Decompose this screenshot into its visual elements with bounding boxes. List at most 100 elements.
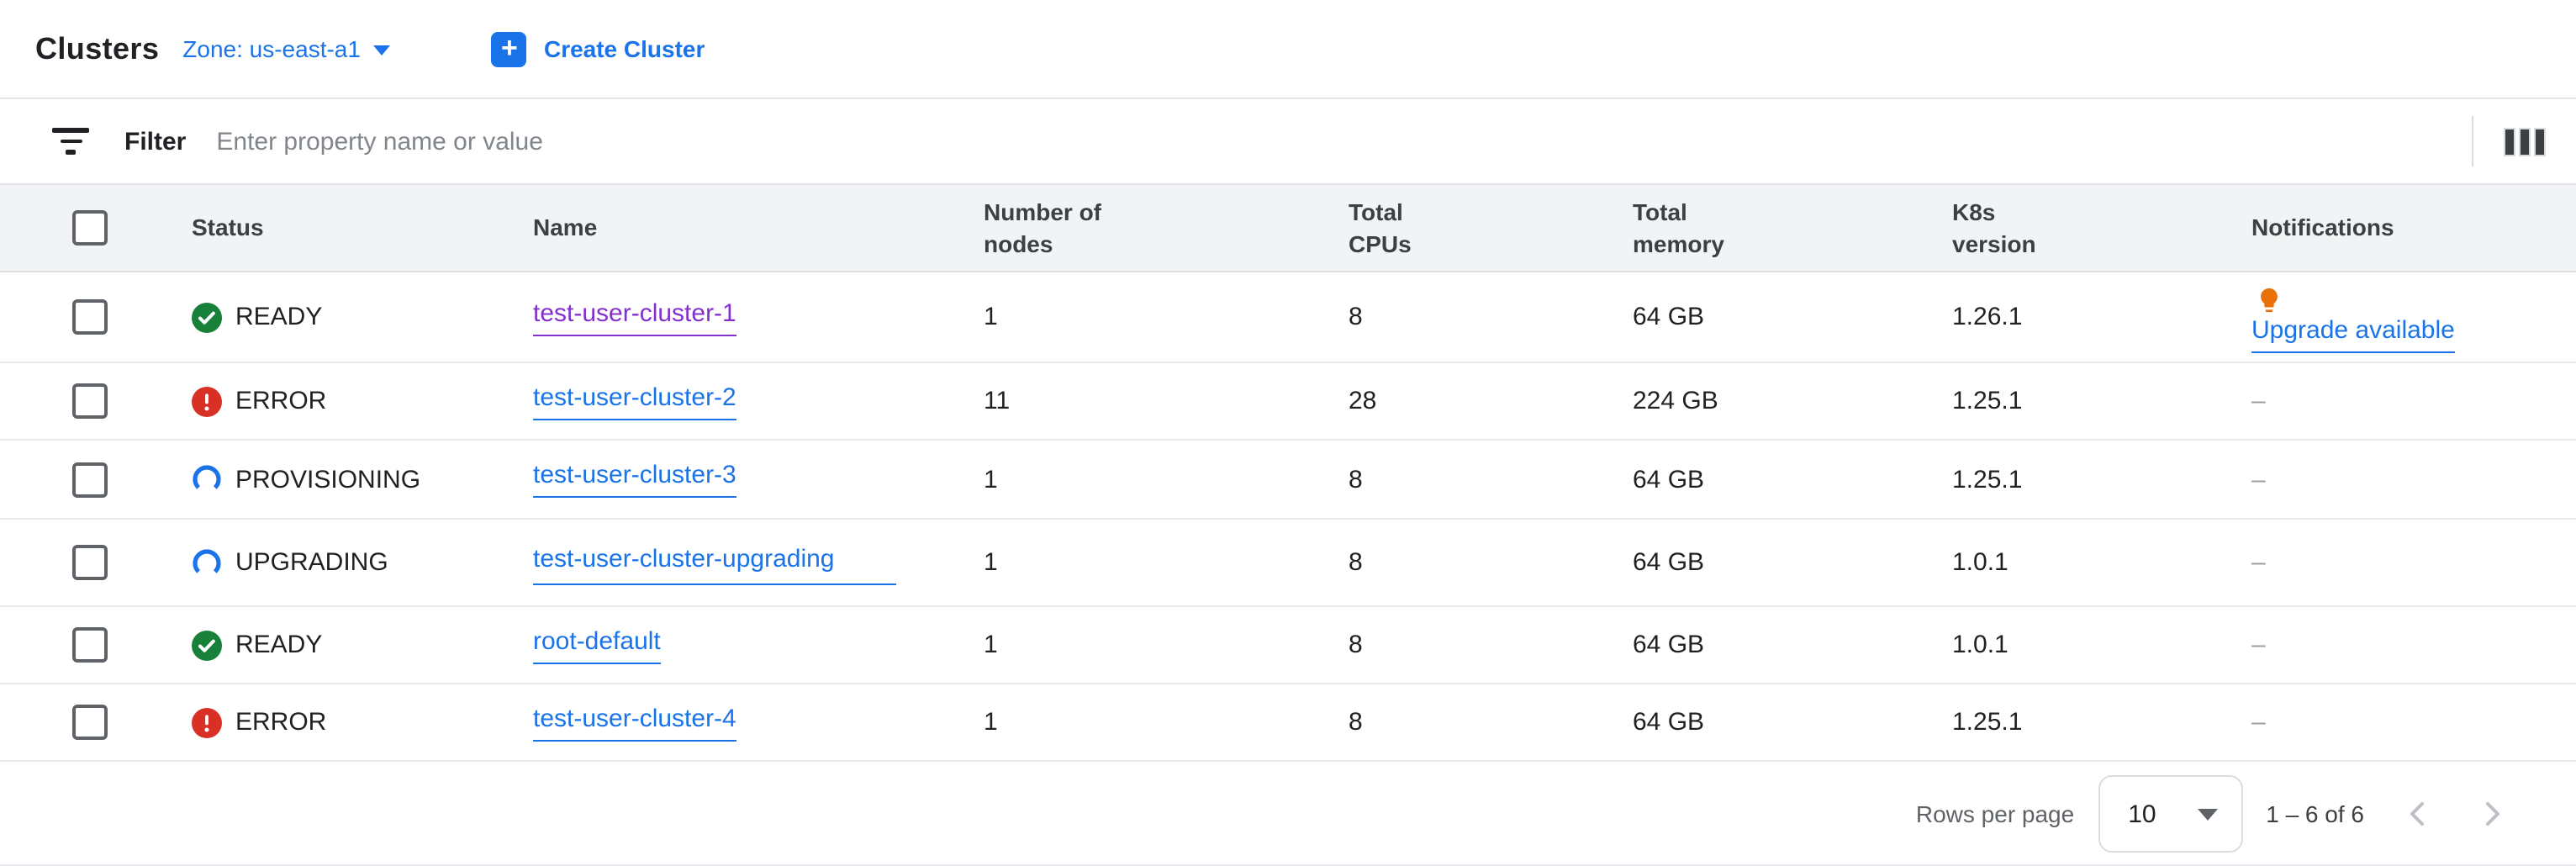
column-header-k8s-version: K8s version	[1952, 198, 2036, 256]
cpus-cell: 28	[1349, 387, 1377, 415]
filter-bar: Filter	[0, 99, 2576, 185]
column-header-cpus: Total CPUs	[1349, 198, 1412, 256]
column-header-status: Status	[192, 214, 264, 240]
row-checkbox[interactable]	[72, 627, 108, 663]
notifications-cell: –	[2251, 631, 2266, 659]
nodes-cell: 1	[984, 465, 998, 494]
filter-label: Filter	[124, 127, 187, 156]
filter-divider	[2472, 116, 2473, 166]
memory-cell: 64 GB	[1633, 548, 1705, 577]
table-row: UPGRADING test-user-cluster-upgrading 1 …	[0, 520, 2576, 607]
row-checkbox[interactable]	[72, 545, 108, 580]
k8s-version-cell: 1.25.1	[1952, 708, 2023, 737]
page-title: Clusters	[35, 31, 160, 65]
cpus-cell: 8	[1349, 708, 1363, 737]
status-label: READY	[235, 303, 323, 331]
zone-dropdown[interactable]: Zone: us-east-a1	[182, 35, 391, 62]
column-header-memory: Total memory	[1633, 198, 1724, 256]
status-cell: ERROR	[192, 363, 533, 439]
status-cell: PROVISIONING	[192, 441, 533, 518]
column-header-notifications: Notifications	[2251, 214, 2394, 240]
notifications-cell: Upgrade available	[2251, 272, 2576, 362]
app-header: Clusters Zone: us-east-a1 + Create Clust…	[0, 0, 2576, 99]
cpus-cell: 8	[1349, 631, 1363, 659]
memory-cell: 64 GB	[1633, 303, 1705, 331]
k8s-version-cell: 1.25.1	[1952, 465, 2023, 494]
rows-per-page-select[interactable]: 10	[2098, 775, 2243, 853]
page-bottom-divider	[0, 864, 2576, 866]
table-row: READY test-user-cluster-1 1 8 64 GB 1.26…	[0, 272, 2576, 363]
cpus-cell: 8	[1349, 548, 1363, 577]
chevron-down-icon	[2197, 808, 2218, 820]
row-checkbox[interactable]	[72, 383, 108, 419]
table-row: ERROR test-user-cluster-4 1 8 64 GB 1.25…	[0, 684, 2576, 762]
cpus-cell: 8	[1349, 303, 1363, 331]
nodes-cell: 1	[984, 631, 998, 659]
memory-cell: 64 GB	[1633, 465, 1705, 494]
column-display-options-icon[interactable]	[2500, 124, 2549, 159]
k8s-version-cell: 1.0.1	[1952, 631, 2009, 659]
row-checkbox[interactable]	[72, 462, 108, 497]
status-loading-spinner-icon	[193, 465, 221, 494]
nodes-cell: 1	[984, 708, 998, 737]
lightbulb-icon	[2261, 287, 2278, 312]
chevron-down-icon	[373, 45, 391, 55]
memory-cell: 64 GB	[1633, 631, 1705, 659]
rows-per-page-label: Rows per page	[1915, 800, 2075, 827]
create-cluster-label: Create Cluster	[543, 35, 705, 62]
table-row: ERROR test-user-cluster-2 11 28 224 GB 1…	[0, 363, 2576, 441]
memory-cell: 64 GB	[1633, 708, 1705, 737]
upgrade-available-link[interactable]: Upgrade available	[2251, 315, 2455, 352]
next-page-button[interactable]	[2480, 797, 2505, 831]
notifications-cell: –	[2251, 548, 2266, 577]
zone-dropdown-label: Zone: us-east-a1	[182, 35, 361, 62]
status-error-icon	[192, 386, 222, 416]
status-label: ERROR	[235, 708, 327, 737]
status-label: READY	[235, 631, 323, 659]
status-error-icon	[192, 707, 222, 737]
notifications-cell: –	[2251, 387, 2266, 415]
cluster-name-link[interactable]: test-user-cluster-1	[533, 298, 736, 335]
status-ready-icon	[192, 630, 222, 660]
filter-icon	[52, 128, 89, 155]
cpus-cell: 8	[1349, 465, 1363, 494]
cluster-name-link[interactable]: test-user-cluster-4	[533, 704, 736, 741]
table-row: READY root-default 1 8 64 GB 1.0.1 –	[0, 607, 2576, 684]
plus-icon: +	[491, 31, 527, 66]
cluster-name-link[interactable]: root-default	[533, 626, 661, 663]
table-row: PROVISIONING test-user-cluster-3 1 8 64 …	[0, 441, 2576, 520]
pagination-bar: Rows per page 10 1 – 6 of 6	[0, 762, 2576, 866]
page-range-label: 1 – 6 of 6	[2266, 800, 2364, 827]
filter-input[interactable]	[216, 127, 2458, 156]
chevron-right-icon	[2486, 802, 2499, 826]
status-label: ERROR	[235, 387, 327, 415]
memory-cell: 224 GB	[1633, 387, 1718, 415]
status-label: PROVISIONING	[235, 465, 421, 494]
nodes-cell: 1	[984, 303, 998, 331]
select-all-checkbox[interactable]	[72, 210, 108, 246]
rows-per-page-value: 10	[2128, 800, 2156, 828]
row-checkbox[interactable]	[72, 705, 108, 740]
status-loading-spinner-icon	[193, 548, 221, 577]
create-cluster-button[interactable]: + Create Cluster	[491, 31, 705, 66]
cluster-name-link[interactable]: test-user-cluster-upgrading	[533, 541, 896, 584]
cluster-name-link[interactable]: test-user-cluster-3	[533, 461, 736, 498]
k8s-version-cell: 1.25.1	[1952, 387, 2023, 415]
status-cell: READY	[192, 607, 533, 683]
row-checkbox[interactable]	[72, 299, 108, 335]
notifications-cell: –	[2251, 465, 2266, 494]
k8s-version-cell: 1.0.1	[1952, 548, 2009, 577]
status-ready-icon	[192, 302, 222, 332]
chevron-left-icon	[2410, 802, 2424, 826]
cluster-name-link[interactable]: test-user-cluster-2	[533, 383, 736, 420]
status-cell: ERROR	[192, 684, 533, 760]
notifications-cell: –	[2251, 708, 2266, 737]
column-header-nodes: Number of nodes	[984, 198, 1101, 256]
nodes-cell: 1	[984, 548, 998, 577]
status-cell: UPGRADING	[192, 520, 533, 605]
status-cell: READY	[192, 272, 533, 362]
previous-page-button[interactable]	[2404, 797, 2430, 831]
status-label: UPGRADING	[235, 548, 388, 577]
table-header-row: Status Name Number of nodes Total CPUs T…	[0, 185, 2576, 272]
